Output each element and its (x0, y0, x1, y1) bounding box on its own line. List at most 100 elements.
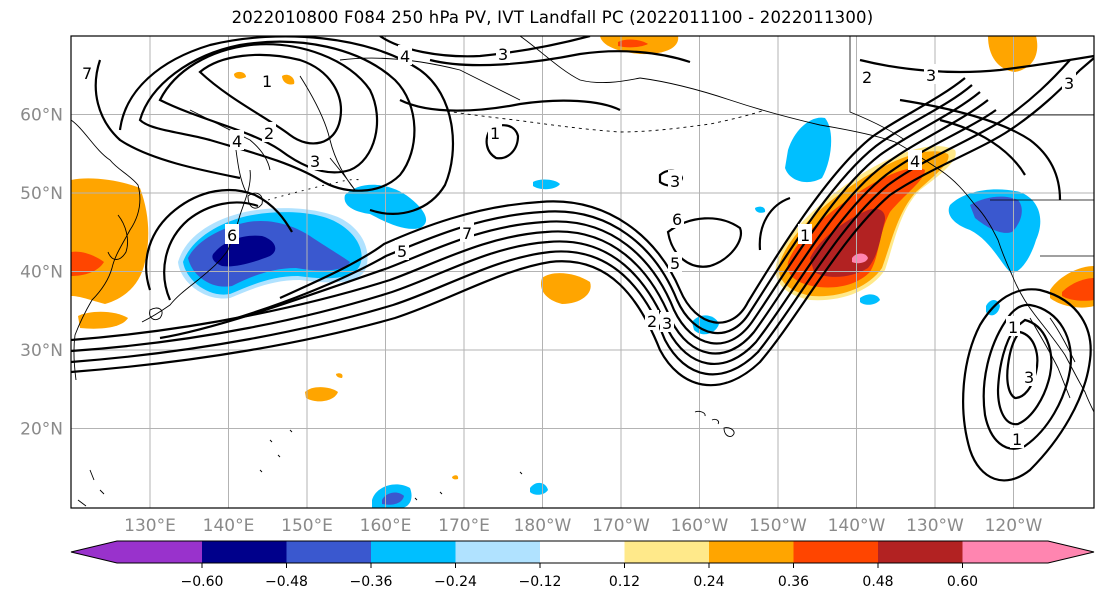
lon-label: 170°E (438, 516, 490, 536)
colorbar-cell (709, 541, 794, 563)
gulf-of-california (1049, 317, 1076, 363)
contour-label: 3 (670, 172, 680, 191)
pv-contour-6 (229, 84, 973, 335)
contour-label: 5 (670, 254, 680, 273)
pv-contour-eastern-3 (939, 118, 1026, 176)
colorbar-tick-label: 0.36 (778, 574, 809, 590)
pv-contour-north-3 (138, 40, 416, 192)
colorbar-tick-label: 0.48 (862, 574, 893, 590)
colorbar-cell (962, 541, 1094, 563)
pv-contour-eastern-2 (899, 98, 1062, 201)
contour-label: 1 (1012, 430, 1022, 449)
anomaly-california-core (1062, 278, 1094, 301)
kyushu (149, 307, 163, 321)
pv-contour-2 (71, 59, 1071, 376)
anomaly-152e-61n (234, 71, 246, 79)
colorbar-cell (371, 541, 456, 563)
lat-label: 30°N (20, 341, 63, 361)
contour-label: 6 (227, 226, 237, 245)
pv-contour-japan-loop-2 (163, 201, 259, 301)
pv-contour-north-1 (198, 53, 343, 145)
colorbar-cell (878, 541, 963, 563)
colorbar-cell (793, 541, 878, 563)
japan (141, 169, 251, 323)
colorbar-tick-label: −0.60 (181, 574, 224, 590)
lon-label: 130°E (124, 516, 176, 536)
colorbar-cell (624, 541, 709, 563)
lon-label: 140°E (203, 516, 255, 536)
pv-contour-loop-180 (485, 124, 520, 160)
contour-label: 3 (1024, 368, 1034, 387)
pv-contour-3 (71, 109, 997, 366)
contour-label: 2 (264, 124, 274, 143)
contour-label: 3 (926, 66, 936, 85)
contour-label: 3 (1064, 74, 1074, 93)
contour-label: 2 (647, 312, 657, 331)
kamchatka (299, 75, 356, 191)
pv-contour-165w-loop (666, 217, 743, 268)
contour-label: 1 (262, 72, 272, 91)
colorbar-ticks (201, 563, 963, 568)
colorbar-tick-label: 0.12 (609, 574, 640, 590)
anomaly-138w-36n (860, 294, 880, 305)
lon-label: 150°E (281, 516, 333, 536)
anomaly-pacific-northwest-core (970, 196, 1022, 233)
colorbar-cell (202, 541, 287, 563)
anomaly-147w-49n (755, 206, 766, 213)
contour-label: 1 (490, 124, 500, 143)
pv-contour-cutoff-3 (996, 318, 1053, 426)
lon-label: 150°W (749, 516, 807, 536)
lon-label: 120°W (985, 516, 1043, 536)
lat-label: 40°N (20, 263, 63, 283)
colorbar: −0.60 −0.48 −0.36 −0.24 −0.12 0.12 0.24 … (70, 540, 1095, 590)
contour-label: 2 (862, 68, 872, 87)
alaska-south-coast (639, 77, 896, 143)
contour-label: 3 (498, 45, 508, 64)
lon-label: 170°W (592, 516, 650, 536)
lat-label: 60°N (20, 106, 63, 126)
sakhalin (235, 149, 247, 193)
colorbar-cell (455, 541, 540, 563)
graticule (71, 36, 1094, 508)
colorbar-cell (71, 541, 202, 563)
pv-contour-5 (159, 91, 981, 345)
colorbar-tick-label: −0.36 (350, 574, 393, 590)
pv-contour-145w-loop (758, 196, 791, 251)
pv-contour-arctic-3 (399, 99, 621, 112)
pv-contour-1 (71, 57, 1094, 387)
anomaly-arctic-125w (988, 36, 1038, 72)
contour-label: 7 (462, 224, 472, 243)
lon-label: 180°W (514, 516, 572, 536)
pv-contour-north-5 (94, 59, 241, 180)
pv-contour-cutoff-2 (982, 303, 1073, 450)
contour-label: 3 (662, 314, 672, 333)
bering-coast (339, 57, 521, 101)
contour-label: 7 (82, 64, 92, 83)
map-panel: 1 2 3 4 7 1 5 6 7 6 5 2 3 1 (71, 36, 1094, 508)
contour-label: 4 (400, 47, 410, 66)
colorbar-cell (540, 541, 625, 563)
lon-label: 160°E (360, 516, 412, 536)
anomaly-180w-50n (533, 179, 560, 190)
lon-label: 140°W (828, 516, 886, 536)
pv-contour-eastern-1 (859, 54, 1094, 74)
pv-contour-7 (279, 77, 966, 324)
contour-label: 3 (310, 152, 320, 171)
contour-label: 1 (1008, 318, 1018, 337)
lon-label: 160°W (671, 516, 729, 536)
lon-label: 130°W (906, 516, 964, 536)
contour-label: 6 (672, 210, 682, 229)
pv-contour-cutoff-1 (962, 288, 1092, 482)
aleutian-islands (439, 109, 766, 133)
pv-contour-japan-loop (145, 188, 293, 291)
pv-contour-cutoff-4 (1006, 330, 1039, 400)
anomaly-179w-13n (530, 482, 548, 495)
korea-peninsula (107, 214, 129, 260)
latitude-labels: 60°N 50°N 40°N 30°N 20°N (20, 106, 63, 440)
pv-contour-4 (71, 99, 989, 355)
colorbar-cell (286, 541, 371, 563)
pv-contour-arctic-2 (429, 50, 691, 67)
lat-label: 50°N (20, 184, 63, 204)
anomaly-165e-38n (540, 273, 591, 304)
